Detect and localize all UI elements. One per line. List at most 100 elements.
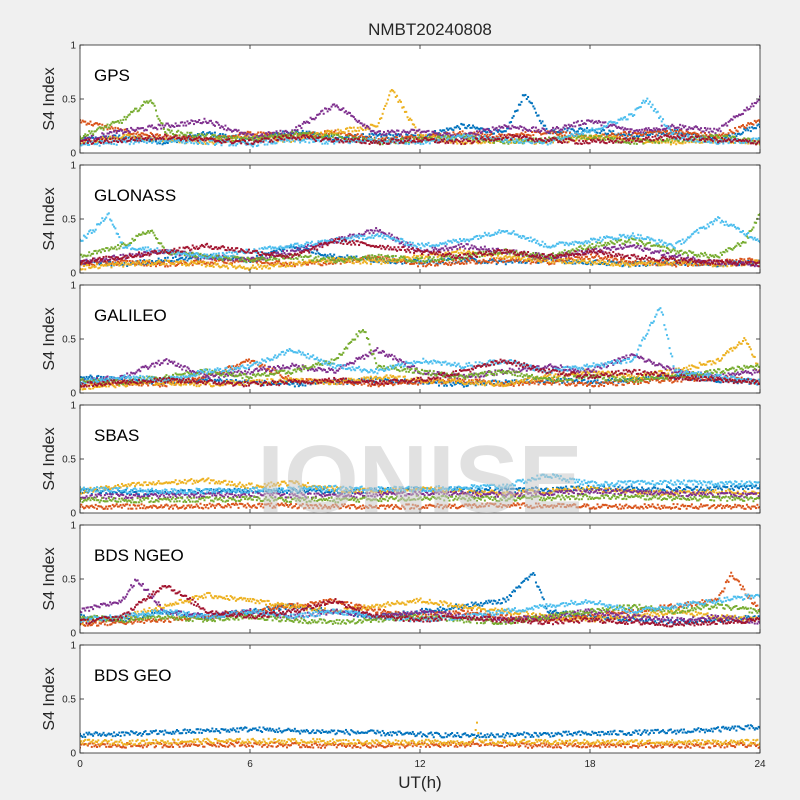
data-point [489,139,492,142]
data-point [507,125,510,128]
data-point [230,135,233,138]
data-point [645,133,648,136]
data-point [656,134,659,137]
data-point [111,127,114,130]
data-point [603,133,606,136]
data-point [609,138,612,141]
data-point [284,129,287,132]
data-point [445,259,448,262]
data-point [521,129,524,132]
data-point [334,105,337,108]
data-point [301,136,304,139]
data-point [389,140,392,143]
data-point [562,260,565,263]
data-point [743,109,746,112]
data-point [272,140,275,143]
data-point [401,141,404,144]
data-point [183,263,186,266]
data-point [597,119,600,122]
data-point [410,139,413,142]
data-point [123,128,126,131]
data-point [483,261,486,264]
data-point [405,256,408,259]
data-point [126,265,129,268]
data-point [489,131,492,134]
data-point [139,259,142,262]
data-point [376,134,379,137]
data-point [427,262,430,265]
data-point [147,134,150,137]
data-point [531,139,534,142]
data-point [396,136,399,139]
data-point [503,124,506,127]
data-point [582,129,585,132]
data-point [485,134,488,137]
data-point [244,131,247,134]
data-point [282,261,285,264]
data-point [500,140,503,143]
data-point [502,142,505,145]
data-point [458,256,461,259]
data-point [379,139,382,142]
data-point [516,139,519,142]
data-point [157,259,160,262]
data-point [369,136,372,139]
data-point [267,131,270,134]
data-point [103,141,106,144]
data-point [339,256,342,259]
data-point [557,127,560,130]
data-point [417,129,420,132]
data-point [645,138,648,141]
data-point [198,133,201,136]
data-point [297,133,300,136]
data-point [569,125,572,128]
data-point [306,261,309,264]
data-point [609,260,612,263]
data-point [324,134,327,137]
data-point [604,121,607,124]
data-point [523,94,526,97]
data-point [212,135,215,138]
data-point [631,137,634,140]
data-point [538,119,541,122]
data-point [375,132,378,135]
data-point [732,132,735,135]
data-point [697,140,700,143]
data-point [254,139,257,142]
data-point [147,263,150,266]
data-point [567,256,570,259]
data-point [677,130,680,133]
data-point [80,135,81,138]
data-point [592,135,595,138]
data-point [300,136,303,139]
data-point [228,139,231,142]
data-point [306,133,309,136]
data-point [402,106,405,109]
data-point [559,137,562,140]
data-point [705,129,708,132]
data-point [549,137,552,140]
data-point [140,135,143,138]
data-point [532,137,535,140]
data-point [219,140,222,143]
data-point [612,141,615,144]
data-point [575,130,578,133]
data-point [618,260,621,263]
data-point [495,126,498,129]
data-point [713,127,716,130]
data-point [321,259,324,262]
data-point [537,114,540,117]
data-point [665,139,668,142]
data-point [242,133,245,136]
data-point [593,259,596,262]
data-point [114,134,117,137]
data-point [439,129,442,132]
data-point [227,127,230,130]
data-point [424,141,427,144]
data-point [478,128,481,131]
data-point [693,140,696,143]
data-point [455,136,458,139]
data-point [574,135,577,138]
series-group [80,88,760,148]
data-point [216,262,219,265]
